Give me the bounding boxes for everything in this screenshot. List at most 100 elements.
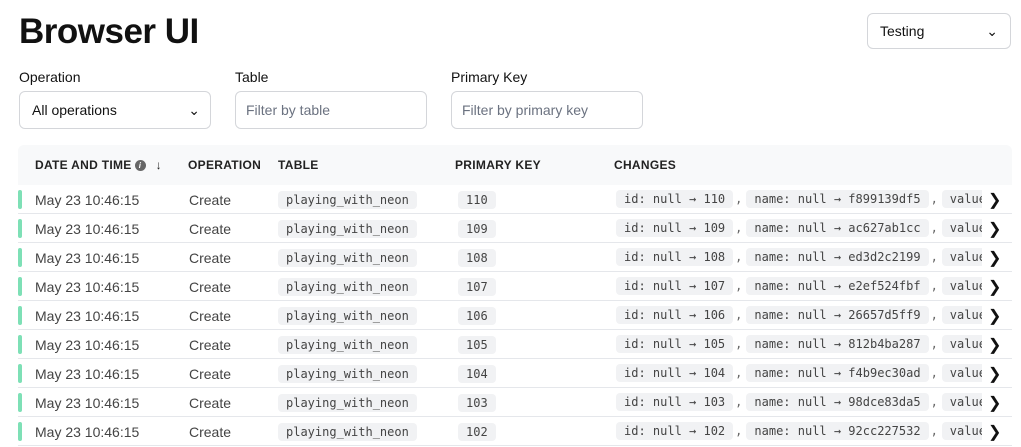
column-table: TABLE	[278, 158, 319, 172]
change-value: value:	[941, 364, 982, 382]
status-indicator	[18, 364, 22, 383]
row-table: playing_with_neon	[278, 423, 417, 441]
change-name: name: null → ed3d2c2199	[746, 248, 929, 266]
changes-table: DATE AND TIME i ↓ OPERATION TABLE PRIMARY …	[18, 145, 1012, 446]
row-date: May 23 10:46:15	[35, 308, 140, 324]
row-changes: id: null → 103, name: null → 98dce83da5, v…	[616, 393, 982, 411]
change-id: id: null → 106	[616, 306, 734, 324]
row-operation: Create	[189, 279, 232, 295]
status-indicator	[18, 190, 22, 209]
status-indicator	[18, 219, 22, 238]
change-id: id: null → 110	[616, 190, 734, 208]
column-primary-key: PRIMARY KEY	[455, 158, 541, 172]
change-value: value:	[941, 248, 982, 266]
change-value: value:	[941, 190, 982, 208]
chevron-right-icon[interactable]: ❯	[988, 279, 1002, 296]
change-id: id: null → 104	[616, 364, 734, 382]
chevron-right-icon[interactable]: ❯	[988, 308, 1002, 325]
row-operation: Create	[189, 366, 232, 382]
change-id: id: null → 103	[616, 393, 734, 411]
change-value: value:	[941, 277, 982, 295]
status-indicator	[18, 277, 22, 296]
chevron-right-icon[interactable]: ❯	[988, 366, 1002, 383]
row-table: playing_with_neon	[278, 249, 417, 267]
table-label: Table	[235, 69, 269, 85]
change-value: value:	[941, 393, 982, 411]
change-value: value:	[941, 306, 982, 324]
status-indicator	[18, 335, 22, 354]
environment-select[interactable]: Testing ⌄	[867, 13, 1011, 49]
status-indicator	[18, 306, 22, 325]
column-changes: CHANGES	[614, 158, 677, 172]
row-date: May 23 10:46:15	[35, 279, 140, 295]
chevron-right-icon[interactable]: ❯	[988, 395, 1002, 412]
table-row[interactable]: May 23 10:46:15 Create playing_with_neon…	[18, 359, 1012, 388]
row-operation: Create	[189, 250, 232, 266]
primary-key-label: Primary Key	[451, 69, 528, 85]
row-primary-key: 107	[458, 278, 496, 296]
chevron-right-icon[interactable]: ❯	[988, 221, 1002, 238]
table-header: DATE AND TIME i ↓ OPERATION TABLE PRIMARY …	[18, 145, 1012, 185]
row-changes: id: null → 106, name: null → 26657d5ff9, v…	[616, 306, 982, 324]
table-row[interactable]: May 23 10:46:15 Create playing_with_neon…	[18, 301, 1012, 330]
table-row[interactable]: May 23 10:46:15 Create playing_with_neon…	[18, 388, 1012, 417]
change-name: name: null → f899139df5	[746, 190, 929, 208]
row-primary-key: 108	[458, 249, 496, 267]
row-table: playing_with_neon	[278, 336, 417, 354]
chevron-right-icon[interactable]: ❯	[988, 192, 1002, 209]
row-date: May 23 10:46:15	[35, 337, 140, 353]
change-name: name: null → f4b9ec30ad	[746, 364, 929, 382]
row-table: playing_with_neon	[278, 307, 417, 325]
row-table: playing_with_neon	[278, 191, 417, 209]
row-date: May 23 10:46:15	[35, 192, 140, 208]
chevron-right-icon[interactable]: ❯	[988, 250, 1002, 267]
table-filter-input[interactable]: Filter by table	[235, 91, 427, 129]
table-row[interactable]: May 23 10:46:15 Create playing_with_neon…	[18, 330, 1012, 359]
chevron-down-icon: ⌄	[986, 22, 998, 39]
column-date-label: DATE AND TIME	[35, 158, 132, 172]
row-operation: Create	[189, 192, 232, 208]
change-id: id: null → 109	[616, 219, 734, 237]
row-operation: Create	[189, 308, 232, 324]
row-operation: Create	[189, 221, 232, 237]
row-operation: Create	[189, 395, 232, 411]
change-name: name: null → e2ef524fbf	[746, 277, 929, 295]
operation-select[interactable]: All operations ⌄	[19, 91, 211, 129]
change-name: name: null → 92cc227532	[746, 422, 929, 440]
status-indicator	[18, 422, 22, 441]
row-date: May 23 10:46:15	[35, 395, 140, 411]
info-icon[interactable]: i	[134, 160, 146, 171]
change-value: value:	[941, 335, 982, 353]
table-row[interactable]: May 23 10:46:15 Create playing_with_neon…	[18, 417, 1012, 446]
table-row[interactable]: May 23 10:46:15 Create playing_with_neon…	[18, 243, 1012, 272]
row-primary-key: 102	[458, 423, 496, 441]
row-date: May 23 10:46:15	[35, 424, 140, 440]
row-table: playing_with_neon	[278, 365, 417, 383]
row-date: May 23 10:46:15	[35, 250, 140, 266]
row-changes: id: null → 104, name: null → f4b9ec30ad, v…	[616, 364, 982, 382]
row-changes: id: null → 105, name: null → 812b4ba287, v…	[616, 335, 982, 353]
sort-down-icon[interactable]: ↓	[155, 158, 162, 172]
environment-value: Testing	[880, 23, 925, 39]
row-operation: Create	[189, 424, 232, 440]
chevron-right-icon[interactable]: ❯	[988, 424, 1002, 441]
row-changes: id: null → 107, name: null → e2ef524fbf, v…	[616, 277, 982, 295]
change-id: id: null → 105	[616, 335, 734, 353]
status-indicator	[18, 393, 22, 412]
row-table: playing_with_neon	[278, 394, 417, 412]
row-date: May 23 10:46:15	[35, 221, 140, 237]
change-id: id: null → 107	[616, 277, 734, 295]
change-id: id: null → 102	[616, 422, 734, 440]
table-row[interactable]: May 23 10:46:15 Create playing_with_neon…	[18, 185, 1012, 214]
column-date[interactable]: DATE AND TIME i ↓	[35, 158, 162, 172]
row-operation: Create	[189, 337, 232, 353]
primary-key-filter-input[interactable]: Filter by primary key	[451, 91, 643, 129]
table-row[interactable]: May 23 10:46:15 Create playing_with_neon…	[18, 214, 1012, 243]
row-changes: id: null → 102, name: null → 92cc227532, v…	[616, 422, 982, 440]
chevron-right-icon[interactable]: ❯	[988, 337, 1002, 354]
table-row[interactable]: May 23 10:46:15 Create playing_with_neon…	[18, 272, 1012, 301]
change-id: id: null → 108	[616, 248, 734, 266]
status-indicator	[18, 248, 22, 267]
operation-label: Operation	[19, 69, 81, 85]
row-primary-key: 109	[458, 220, 496, 238]
